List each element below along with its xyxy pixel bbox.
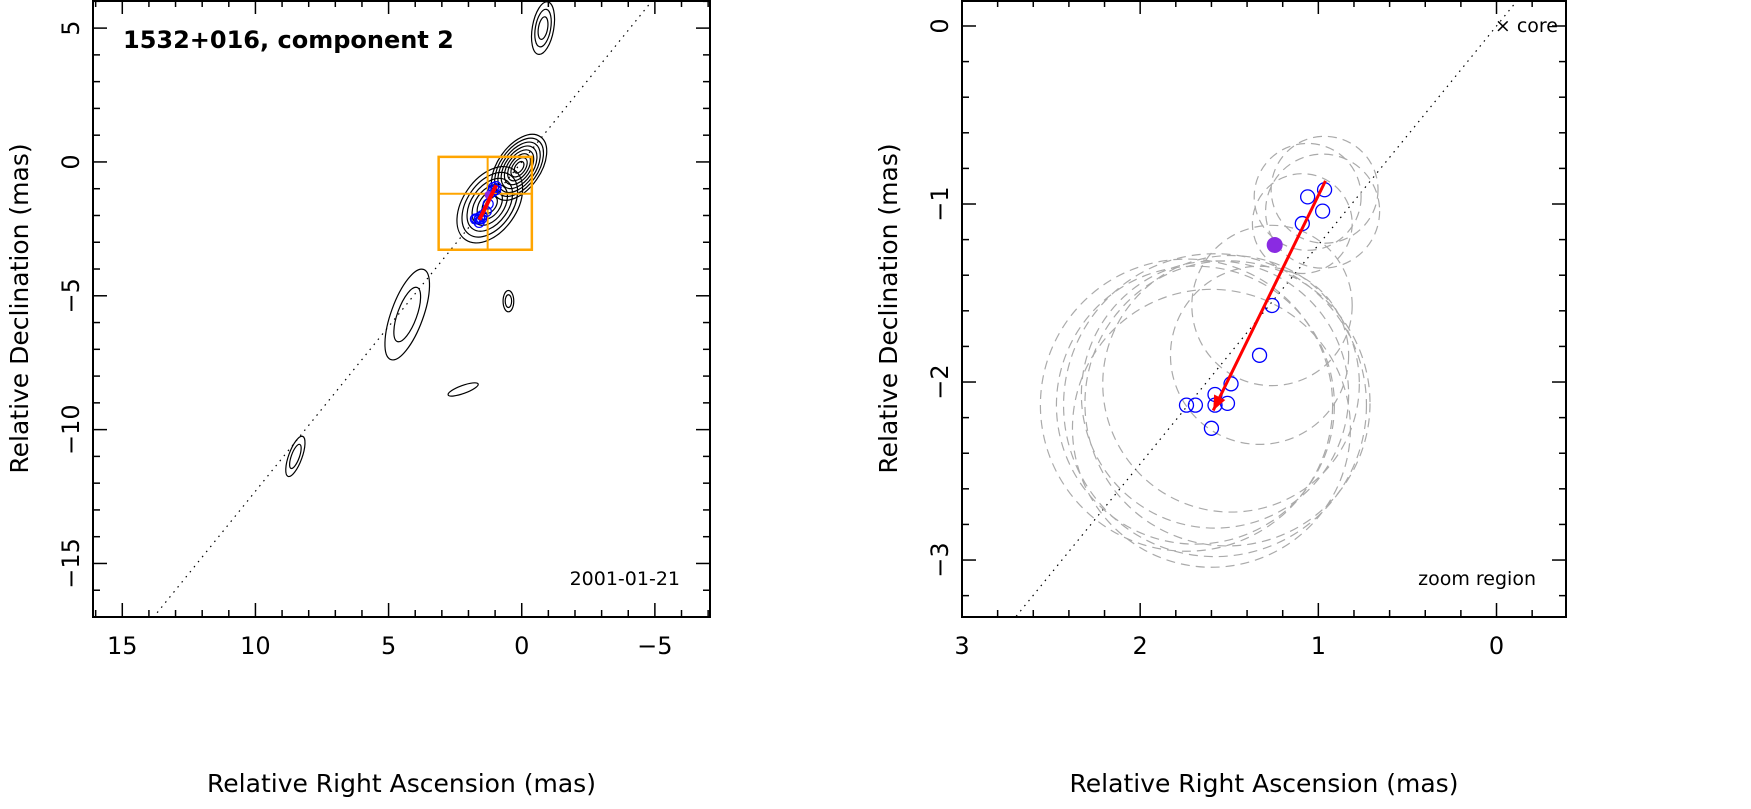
contour-5-level-1 xyxy=(289,443,302,470)
x-tick-label: 10 xyxy=(240,632,271,660)
y-tick-label: 5 xyxy=(57,20,85,35)
contour-3-level-1 xyxy=(393,286,422,343)
zoom-region-box xyxy=(437,155,534,251)
x-tick-label: 0 xyxy=(514,632,529,660)
contour-0-level-7 xyxy=(513,160,525,174)
annotation-label: 2001-01-21 xyxy=(570,568,680,590)
y-tick-label: −3 xyxy=(926,542,954,577)
y-tick-label: 0 xyxy=(57,154,85,169)
y-tick-label: −5 xyxy=(57,278,85,313)
component-size-circle-4 xyxy=(1191,224,1353,387)
component-position-11 xyxy=(1178,397,1195,413)
y-tick-label: −1 xyxy=(926,186,954,221)
jet-axis-line xyxy=(153,0,654,617)
component-size-circle-9 xyxy=(1062,253,1368,558)
component-size-circle-8 xyxy=(1080,260,1350,529)
contour-0-level-0 xyxy=(490,133,548,201)
component-position-mini-1 xyxy=(490,184,502,196)
contour-2-level-1 xyxy=(534,8,552,48)
component-position-3 xyxy=(1300,189,1316,205)
core-label: × core xyxy=(1495,15,1558,37)
component-position-12 xyxy=(1203,420,1220,436)
component-position-5 xyxy=(1251,347,1268,363)
y-axis-label: Relative Declination (mas) xyxy=(874,143,903,473)
chart-title: 1532+016, component 2 xyxy=(123,26,454,54)
plot-frame xyxy=(92,0,711,618)
component-size-circle-10 xyxy=(1055,265,1335,545)
contour-1-level-1 xyxy=(461,171,519,238)
y-tick-label: −15 xyxy=(57,538,85,589)
contour-0-level-4 xyxy=(503,149,535,186)
x-tick-label: 15 xyxy=(107,632,138,660)
jet-axis-line xyxy=(1015,0,1519,617)
contour-2-level-0 xyxy=(530,1,556,55)
x-tick-label: 3 xyxy=(954,632,969,660)
y-tick-label: −10 xyxy=(57,404,85,455)
motion-arrow xyxy=(1211,180,1327,412)
component-position-10 xyxy=(1187,397,1204,413)
contour-6-level-0 xyxy=(447,382,479,397)
motion-arrowhead xyxy=(1213,394,1226,411)
component-size-circle-1 xyxy=(1265,153,1381,269)
x-tick-label: 5 xyxy=(381,632,396,660)
contour-4-level-0 xyxy=(502,289,515,313)
panel-right: × core 3 2 1 0 0 −1 −2 −3 Relative Right Ascensio… xyxy=(874,0,1567,798)
plot-area xyxy=(153,0,654,617)
contour-0-level-5 xyxy=(507,153,532,182)
plot-frame xyxy=(961,0,1567,618)
x-tick-label: 0 xyxy=(1489,632,1504,660)
motion-arrow-mini xyxy=(477,184,498,221)
component-size-circle-7 xyxy=(1084,260,1371,547)
contour-4-level-1 xyxy=(504,294,513,309)
x-tick-label: −5 xyxy=(637,632,672,660)
mean-position-marker xyxy=(1266,236,1283,253)
y-tick-label: 0 xyxy=(926,18,954,33)
x-axis-label: Relative Right Ascension (mas) xyxy=(1070,769,1459,798)
contour-5-level-0 xyxy=(285,435,306,478)
component-size-circle-12 xyxy=(1071,288,1352,568)
x-tick-label: 2 xyxy=(1133,632,1148,660)
x-axis-label: Relative Right Ascension (mas) xyxy=(207,769,596,798)
component-size-circle-5 xyxy=(1169,265,1350,446)
component-position-1 xyxy=(1314,203,1331,219)
component-size-circle-0 xyxy=(1270,135,1379,244)
component-size-circle-11 xyxy=(1039,258,1334,552)
contour-3-level-0 xyxy=(384,268,431,361)
component-size-circle-3 xyxy=(1253,142,1362,251)
component-size-circle-2 xyxy=(1251,173,1353,275)
contour-1-level-0 xyxy=(456,166,524,244)
plot-area xyxy=(1015,0,1519,617)
y-axis-label: Relative Declination (mas) xyxy=(5,143,34,473)
panel-left: 15 10 5 0 −5 5 0 −5 −10 −15 Relative Right Ascensi… xyxy=(5,0,711,798)
contour-2-level-2 xyxy=(537,16,549,40)
component-position-mini-9 xyxy=(474,213,486,225)
contour-0-level-3 xyxy=(500,145,538,190)
annotation-label: zoom region xyxy=(1418,568,1536,590)
component-position-7 xyxy=(1219,395,1236,412)
contour-0-level-6 xyxy=(510,157,528,178)
component-size-circle-6 xyxy=(1102,254,1360,513)
x-tick-label: 1 xyxy=(1311,632,1326,660)
y-tick-label: −2 xyxy=(926,364,954,399)
